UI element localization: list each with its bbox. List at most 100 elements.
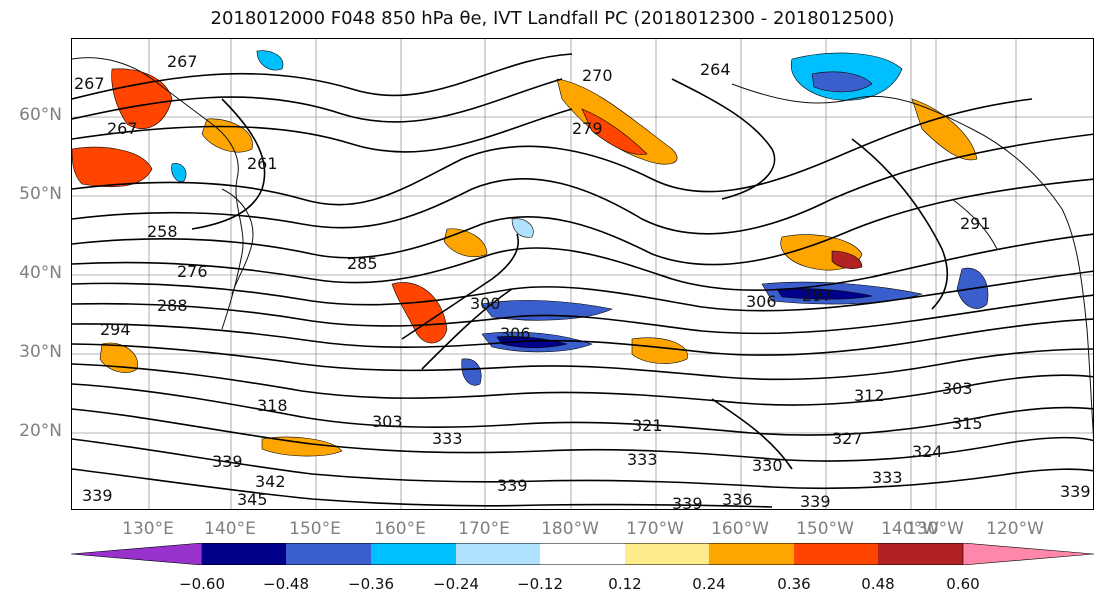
lon-label-180w: 180°W [541,519,599,539]
contour-label: 339 [497,476,528,495]
lon-label-120w: 120°W [986,519,1044,539]
contour-label: 333 [432,429,463,448]
colorbar-tick: 0.48 [861,575,895,593]
colorbar [70,542,1095,566]
shade-neg-sea [461,358,482,386]
contour-label: 318 [257,396,288,415]
shade-pos-midlat [443,228,488,258]
shade-pos-okhotsk [111,68,173,129]
shade-pos-gulf-alaska-core [831,250,863,269]
lon-label-130w-b: 130°W [906,519,964,539]
colorbar-bin [202,543,286,565]
shade-neg-small-2 [256,50,284,71]
lat-label-50n: 50°N [19,184,62,204]
contour-label: 294 [100,320,131,339]
shade-neg-small-1 [171,163,187,182]
contour-label: 258 [147,222,178,241]
contour-label: 300 [470,294,501,313]
contour-label: 345 [237,490,268,509]
colorbar-tick: 0.12 [608,575,642,593]
contour-label: 303 [372,412,403,431]
map-panel: 267 267 264 270 279 267 261 258 276 285 … [71,38,1094,510]
lon-label-160w: 160°W [711,519,769,539]
contour-label: 279 [572,119,603,138]
shade-pos-siberia [72,146,153,188]
lon-label-140w: 140°W [881,519,939,539]
contour-label: 267 [74,74,105,93]
lon-label-160e: 160°E [374,519,426,539]
contour-label: 297 [802,286,833,305]
contour-label: 339 [1060,482,1091,501]
shade-pos-east [911,98,978,161]
contour-label: 336 [722,490,753,509]
contour-label: 315 [952,414,983,433]
colorbar-tick: −0.24 [433,575,479,593]
lon-label-130e: 130°E [122,519,174,539]
contour-label: 330 [752,456,783,475]
lat-label-40n: 40°N [19,263,62,283]
contour-label: 327 [832,429,863,448]
contour-label: 291 [960,214,991,233]
colorbar-tick: 0.24 [692,575,726,593]
contour-label: 303 [942,379,973,398]
lat-label-60n: 60°N [19,105,62,125]
colorbar-extend-low [70,542,203,566]
contour-label: 339 [800,492,831,510]
colorbar-bin [371,543,456,565]
colorbar-bin [878,543,963,565]
contour-label: 288 [157,296,188,315]
lat-label-30n: 30°N [19,342,62,362]
lat-label-20n: 20°N [19,421,62,441]
shade-pos-subtropics [261,436,343,457]
shade-neg-jet-east-core [776,288,873,300]
shade-pos-central-pacific [391,282,448,344]
colorbar-bin [625,543,709,565]
theta-e-contours [72,53,1093,508]
colorbar-bin [794,543,878,565]
contour-label: 339 [212,452,243,471]
contour-label: 321 [632,416,663,435]
contour-label: 333 [872,468,903,487]
contour-label: 267 [107,119,138,138]
shade-pos-kamchatka-core [581,108,648,155]
lon-label-140e: 140°E [204,519,256,539]
contour-label: 342 [255,472,286,491]
lon-label-150w: 150°W [796,519,854,539]
shade-neg-alaska-core [811,71,873,93]
contour-label: 324 [912,442,943,461]
contour-labels: 267 267 264 270 279 267 261 258 276 285 … [74,52,1091,510]
colorbar-tick: −0.36 [348,575,394,593]
contour-label: 306 [500,324,531,343]
shade-neg-jet-central-core [496,336,568,349]
contour-label: 285 [347,254,378,273]
colorbar-tick: −0.60 [179,575,225,593]
colorbar-tick: −0.48 [263,575,309,593]
contour-label: 333 [627,450,658,469]
colorbar-bin [456,543,540,565]
contour-label: 267 [167,52,198,71]
contour-label: 339 [82,486,113,505]
map-title: 2018012000 F048 850 hPa θe, IVT Landfall… [210,8,895,29]
contour-label: 339 [672,494,703,510]
colorbar-svg [70,542,1095,566]
colorbar-bin [540,543,625,565]
colorbar-bin [709,543,794,565]
shade-neg-jet-mid [481,300,613,321]
map-svg: 267 267 264 270 279 267 261 258 276 285 … [72,39,1093,510]
colorbar-bin [286,543,371,565]
colorbar-tick: 0.60 [946,575,980,593]
contour-label: 261 [247,154,278,173]
contour-label: 276 [177,262,208,281]
shade-neg-small-3 [511,218,534,238]
colorbar-tick: −0.12 [517,575,563,593]
colorbar-extend-high [962,542,1095,566]
lon-label-170w: 170°W [626,519,684,539]
contour-label: 312 [854,386,885,405]
contour-label: 264 [700,60,731,79]
lon-label-150e: 150°E [289,519,341,539]
contour-label: 270 [582,66,613,85]
contour-label: 306 [746,292,777,311]
colorbar-tick: 0.36 [777,575,811,593]
lon-label-170e: 170°E [458,519,510,539]
shade-pos-hawaii [631,337,688,364]
